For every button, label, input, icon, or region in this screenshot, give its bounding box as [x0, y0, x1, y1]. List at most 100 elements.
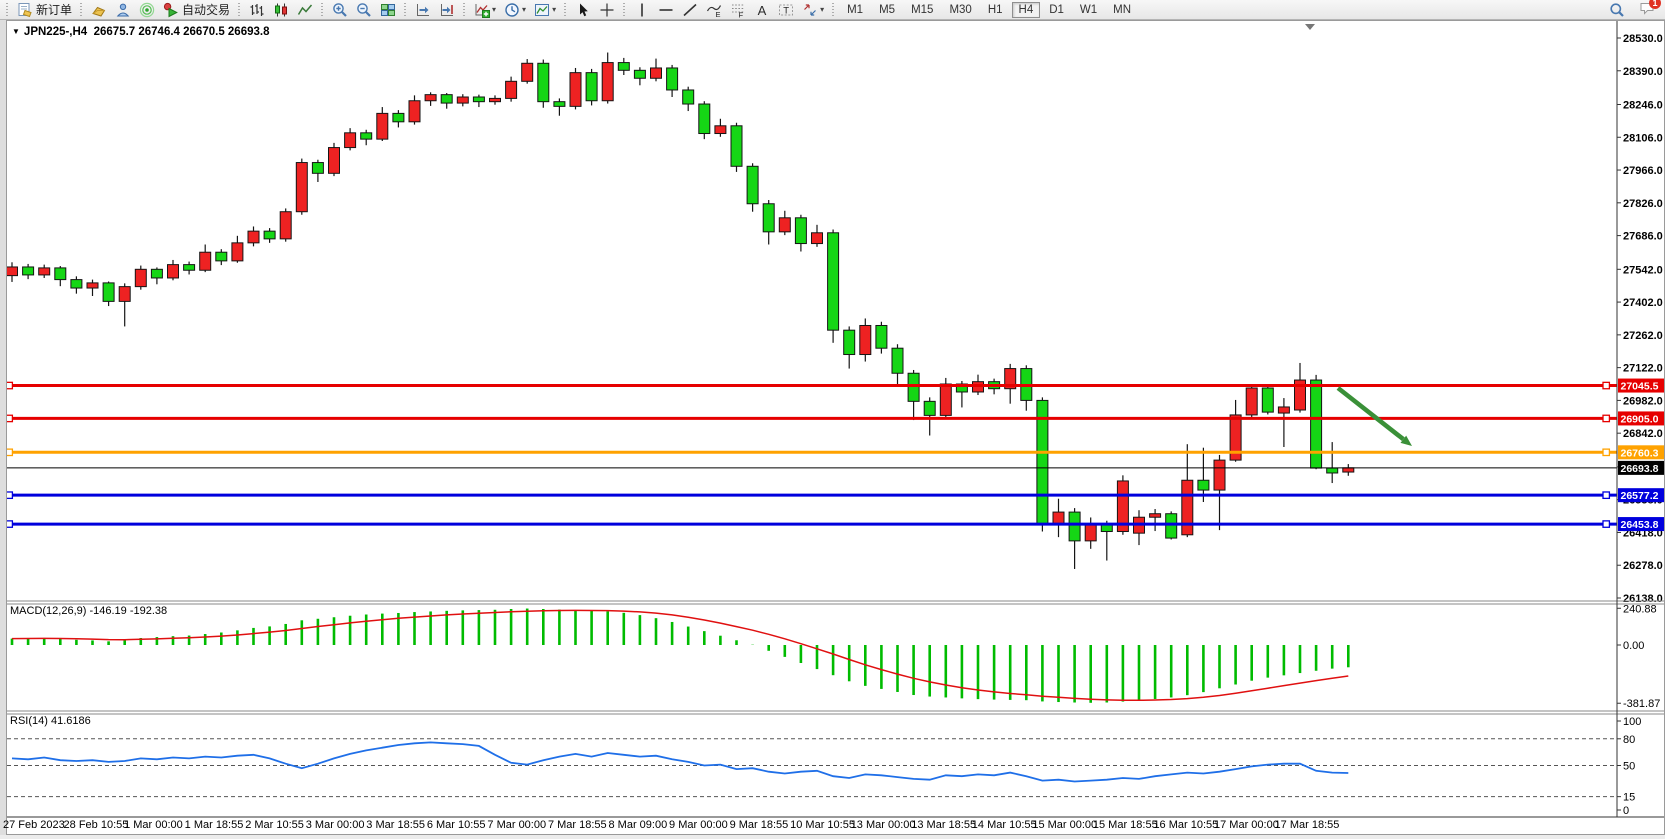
timeframe-mn-button[interactable]: MN — [1113, 3, 1132, 16]
time-axis[interactable]: 27 Feb 2023 28 Feb 10:55 1 Mar 00:00 1 Mar … — [0, 819, 1620, 833]
candle-body — [118, 286, 131, 302]
toolbar-separator — [462, 2, 468, 17]
candle-body — [1342, 467, 1355, 473]
price-tick-label: 26842.0 — [1623, 428, 1663, 440]
line-chart-button[interactable] — [293, 0, 317, 20]
horizontal-line-button[interactable] — [654, 0, 678, 20]
chart-collapse-caret[interactable]: ▼ — [12, 27, 20, 36]
rsi-scale-label: 50 — [1623, 761, 1635, 773]
timeframe-m15-button[interactable]: M15 — [911, 3, 934, 16]
tile-windows-button[interactable] — [376, 0, 400, 20]
chart-shift-button[interactable] — [435, 0, 459, 20]
line-drag-handle[interactable] — [1602, 381, 1611, 390]
candle-body — [811, 232, 823, 245]
rsi-scale-label: 0 — [1623, 805, 1629, 817]
search-button[interactable] — [1605, 0, 1629, 20]
arrow-annotation[interactable] — [1336, 386, 1405, 442]
timeframe-w1-button[interactable]: W1 — [1079, 3, 1098, 16]
line-drag-handle[interactable] — [1602, 448, 1611, 457]
zoom-in-button[interactable] — [328, 0, 352, 20]
candle-body — [1197, 479, 1210, 491]
candle-body — [440, 94, 453, 104]
price-tick-label: 28390.0 — [1623, 66, 1663, 78]
zoom-out-button[interactable] — [352, 0, 376, 20]
line-drag-handle[interactable] — [1602, 414, 1611, 423]
fibonacci-button[interactable]: F — [726, 0, 750, 20]
toolbar: 新订单 自动交易 ▾ ▾ ▾ E F A T ▾ M1 M5 M15 M30 H1 H4 D1 W1 MN 1 — [0, 0, 1665, 20]
timeframe-d1-button[interactable]: D1 — [1049, 3, 1064, 16]
chart-window — [6, 20, 1665, 835]
macd-value: -146.19 — [89, 605, 127, 617]
candle-body — [215, 251, 228, 262]
bar-chart-button[interactable] — [245, 0, 269, 20]
time-label: 17 Mar 18:55 — [1274, 819, 1340, 831]
notifications-button[interactable]: 1 — [1639, 0, 1661, 19]
chevron-down-icon[interactable]: ▾ — [552, 5, 557, 14]
line-drag-handle[interactable] — [1602, 491, 1611, 500]
timeframe-m1-button[interactable]: M1 — [847, 3, 864, 16]
time-label: 6 Mar 10:55 — [426, 819, 486, 831]
svg-text:A: A — [758, 2, 767, 17]
rsi-value: 41.6186 — [50, 715, 91, 727]
candle-body — [360, 132, 373, 140]
profiles-button[interactable] — [87, 0, 111, 20]
rsi-scale-label: 100 — [1623, 716, 1641, 728]
candle-body — [328, 147, 340, 174]
autotrading-button[interactable]: 自动交易 — [159, 0, 234, 20]
templates-button[interactable]: ▾ — [530, 0, 560, 20]
candle-body — [1181, 479, 1194, 536]
chevron-down-icon[interactable]: ▾ — [820, 5, 825, 14]
candlestick-chart-button[interactable] — [269, 0, 293, 20]
price-tick-label: 28246.0 — [1623, 99, 1663, 111]
toolbar-grip[interactable] — [5, 2, 10, 17]
price-tick-label: 27122.0 — [1623, 363, 1663, 375]
timeframe-m5-button[interactable]: M5 — [879, 3, 896, 16]
chevron-down-icon[interactable]: ▾ — [522, 5, 527, 14]
candle-body — [859, 324, 872, 356]
arrows-button[interactable]: ▾ — [798, 0, 828, 20]
signals-button[interactable] — [135, 0, 159, 20]
candle-body — [762, 203, 775, 233]
profile-icon — [92, 6, 106, 17]
timeframe-m30-button[interactable]: M30 — [949, 3, 972, 16]
search-icon — [1610, 2, 1624, 17]
toolbar-separator — [622, 2, 628, 17]
price-line-badge-label: 26760.3 — [1621, 447, 1659, 459]
price-line-badge-label: 26577.2 — [1621, 490, 1659, 502]
candle-body — [1068, 511, 1081, 542]
vline-icon — [641, 3, 643, 16]
cursor-icon — [580, 3, 588, 16]
price-line-badge — [1618, 445, 1664, 460]
time-label: 27 Feb 2023 — [3, 819, 65, 831]
candle-body — [1084, 523, 1097, 542]
trendline-button[interactable] — [678, 0, 702, 20]
timeframe-h4-button[interactable]: H4 — [1011, 1, 1041, 18]
auto-scroll-button[interactable] — [411, 0, 435, 20]
cursor-button[interactable] — [571, 0, 595, 20]
rsi-name: RSI(14) — [10, 715, 48, 727]
macd-scale-label: 240.88 — [1623, 603, 1657, 615]
chart-shift-marker[interactable] — [1305, 24, 1315, 30]
candle-body — [167, 264, 179, 279]
market-watch-button[interactable] — [111, 0, 135, 20]
periods-button[interactable]: ▾ — [500, 0, 530, 20]
vertical-line-button[interactable] — [630, 0, 654, 20]
new-order-button[interactable]: 新订单 — [13, 0, 76, 20]
symbol-period-label: JPN225-,H4 — [23, 26, 88, 38]
arrow-annotation-head[interactable] — [1400, 435, 1412, 446]
channel-button[interactable]: E — [702, 0, 726, 20]
candles-icon — [275, 3, 288, 16]
label-button[interactable]: T — [774, 0, 798, 20]
candle-body — [1294, 379, 1306, 411]
indicators-button[interactable]: ▾ — [470, 0, 500, 20]
candle-body — [1310, 379, 1323, 469]
timeframe-h1-button[interactable]: H1 — [987, 3, 1003, 16]
crosshair-button[interactable] — [595, 0, 619, 20]
text-button[interactable]: A — [750, 0, 774, 20]
line-chart-icon — [297, 4, 313, 15]
chevron-down-icon[interactable]: ▾ — [492, 5, 497, 14]
line-drag-handle[interactable] — [1602, 520, 1611, 528]
candle-body — [70, 279, 83, 289]
candle-body — [682, 89, 695, 105]
